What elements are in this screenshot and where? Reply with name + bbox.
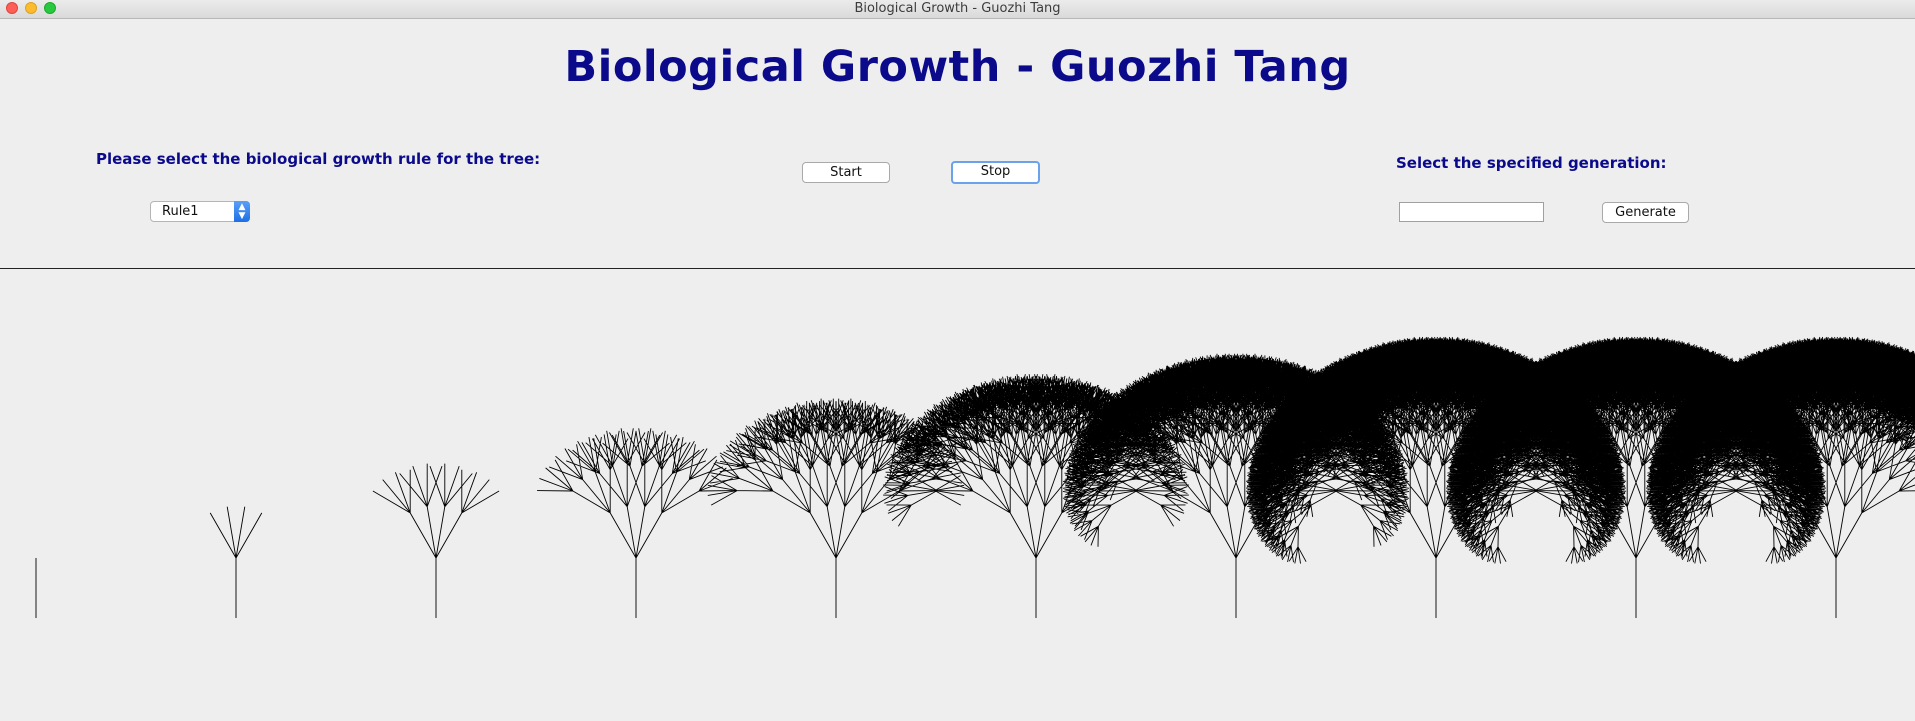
generation-prompt-label: Select the specified generation: [1396,154,1667,172]
window-title: Biological Growth - Guozhi Tang [854,1,1061,16]
rule-prompt-label: Please select the biological growth rule… [96,150,541,168]
canvas-divider [0,268,1915,269]
maximize-window-button[interactable] [44,2,56,14]
tree-branches [537,428,735,618]
tree-gen-9 [1645,336,1915,618]
tree-gen-3 [537,428,735,618]
generation-input[interactable] [1399,202,1544,222]
tree-gen-2 [372,463,500,618]
tree-gen-4 [707,398,965,618]
window-titlebar: Biological Growth - Guozhi Tang [0,0,1915,19]
generate-button[interactable]: Generate [1602,202,1689,223]
tree-gen-1 [209,506,263,618]
tree-canvas [35,336,1915,618]
page-title: Biological Growth - Guozhi Tang [564,42,1351,92]
rule-select-value: Rule1 [162,204,199,219]
tree-branches [707,398,965,618]
tree-branches [1645,336,1915,618]
tree-branches [372,463,500,618]
stop-button[interactable]: Stop [951,161,1040,184]
start-button[interactable]: Start [802,162,890,183]
rule-select[interactable]: Rule1 ▲ ▼ [150,201,250,222]
minimize-window-button[interactable] [25,2,37,14]
close-window-button[interactable] [6,2,18,14]
tree-branches [209,506,263,618]
chevron-up-down-icon: ▲ ▼ [234,201,250,222]
